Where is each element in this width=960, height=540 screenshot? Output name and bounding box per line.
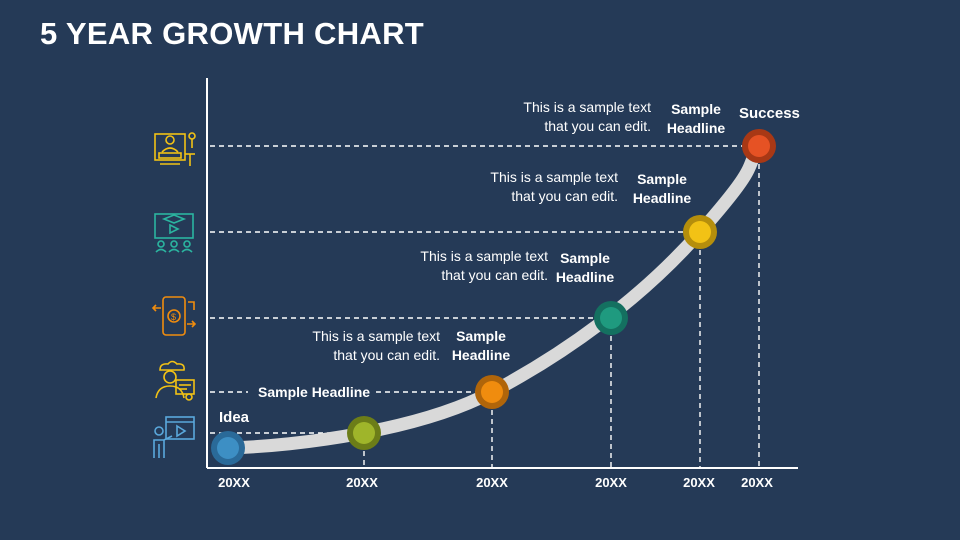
stage-3-text: This is a sample text that you can edit. — [312, 328, 440, 363]
year-label-6: 20XX — [741, 475, 773, 490]
mobile-money-icon: $ — [151, 296, 197, 336]
milestone-dot-4 — [600, 307, 622, 329]
stage-6-headline: Success — [739, 105, 800, 122]
stage-4-headline: Sample Headline — [555, 250, 615, 285]
milestone-dot-5 — [689, 221, 711, 243]
milestone-dot-6 — [748, 135, 770, 157]
presentation-icon — [154, 132, 196, 166]
stage-5-headline: Sample Headline — [632, 171, 692, 206]
year-label-4: 20XX — [595, 475, 627, 490]
milestone-dot-2 — [353, 422, 375, 444]
stage-4-text: This is a sample text that you can edit. — [420, 248, 548, 283]
milestone-dot-1 — [217, 437, 239, 459]
video-lesson-icon — [154, 213, 194, 253]
stage-3-headline: Sample Headline — [451, 328, 511, 363]
stage-2-headline: Sample Headline — [258, 384, 371, 400]
stage-5-text: This is a sample text that you can edit. — [490, 169, 618, 204]
year-label-1: 20XX — [218, 475, 250, 490]
stage-6-text: This is a sample text that you can edit. — [523, 99, 651, 134]
stage-1-headline: Idea — [219, 409, 250, 426]
chef-certificate-icon — [155, 360, 195, 401]
page-title: 5 YEAR GROWTH CHART — [40, 16, 425, 51]
stage-6-sample-headline: Sample Headline — [666, 101, 726, 136]
year-label-3: 20XX — [476, 475, 508, 490]
year-label-5: 20XX — [683, 475, 715, 490]
online-training-icon — [153, 416, 195, 458]
svg-text:$: $ — [171, 312, 176, 322]
year-label-2: 20XX — [346, 475, 378, 490]
growth-curve — [221, 139, 766, 455]
milestone-dot-3 — [481, 381, 503, 403]
